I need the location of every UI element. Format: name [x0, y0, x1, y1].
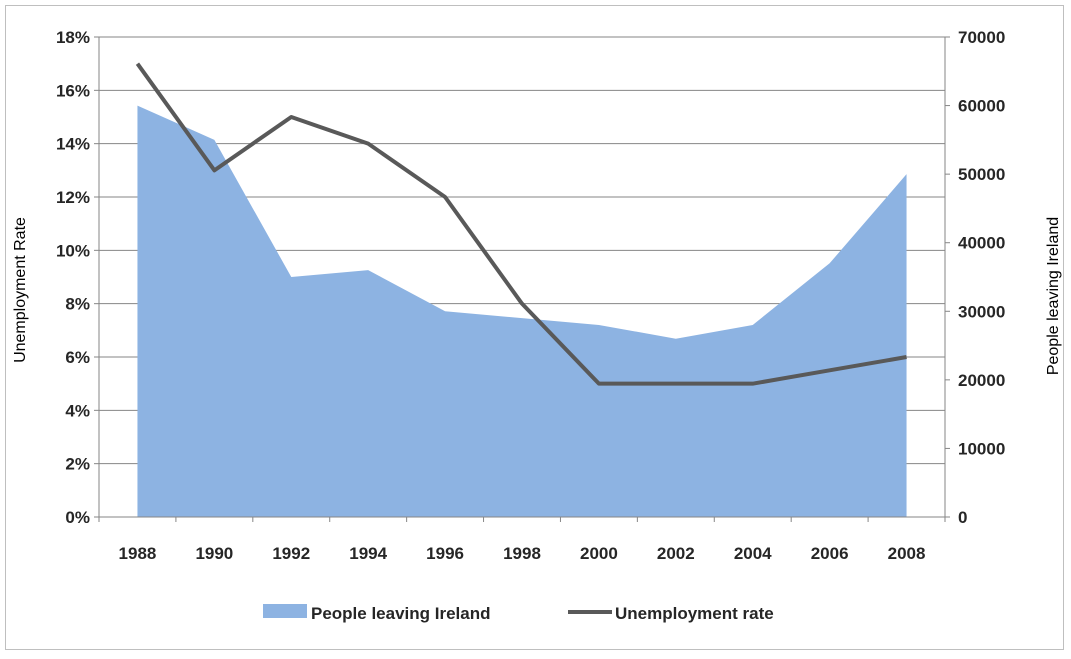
legend-label-people-leaving: People leaving Ireland: [311, 604, 491, 623]
x-tick-label: 2004: [734, 544, 772, 563]
y-right-axis-title: People leaving Ireland: [1045, 217, 1062, 375]
y-left-tick-label: 0%: [65, 508, 90, 527]
legend-label-unemployment: Unemployment rate: [615, 604, 774, 623]
x-tick-label: 1994: [349, 544, 387, 563]
x-tick-label: 2000: [580, 544, 618, 563]
y-left-tick-label: 14%: [56, 135, 90, 154]
x-tick-labels: 1988 1990 1992 1994 1996 1998 2000 2002 2004 2006…: [119, 544, 926, 563]
y-left-tick-labels: 0% 2% 4% 6% 8% 10% 12% 14% 16% 18%: [56, 28, 90, 527]
area-series: [137, 105, 907, 518]
y-right-tick-label: 30000: [958, 302, 1005, 321]
y-right-tick-label: 70000: [958, 28, 1005, 47]
y-left-tick-label: 2%: [65, 455, 90, 474]
y-right-tick-label: 10000: [958, 439, 1005, 458]
y-right-tick-labels: 0 10000 20000 30000 40000 50000 60000 70000: [958, 28, 1005, 527]
x-tick-label: 1992: [272, 544, 310, 563]
legend: People leaving Ireland Unemployment rate: [263, 604, 774, 623]
x-tick-label: 2008: [888, 544, 926, 563]
y-right-tick-label: 60000: [958, 97, 1005, 116]
y-left-tick-label: 18%: [56, 28, 90, 47]
legend-swatch-people-leaving: [263, 604, 307, 618]
y-left-tick-label: 16%: [56, 81, 90, 100]
y-right-tick-label: 50000: [958, 165, 1005, 184]
x-tick-label: 2006: [811, 544, 849, 563]
y-left-tick-label: 12%: [56, 188, 90, 207]
area-people-leaving-ireland: [137, 105, 907, 518]
y-left-tick-label: 4%: [65, 401, 90, 420]
x-tick-label: 1996: [426, 544, 464, 563]
y-left-tick-label: 10%: [56, 241, 90, 260]
y-left-tick-label: 6%: [65, 348, 90, 367]
line-unemployment-rate: [135, 62, 907, 386]
y-right-tick-label: 0: [958, 508, 967, 527]
y-right-tick-label: 20000: [958, 371, 1005, 390]
x-tick-label: 2002: [657, 544, 695, 563]
axes: [94, 36, 950, 522]
x-tick-label: 1990: [195, 544, 233, 563]
line-series: [135, 62, 907, 386]
y-left-tick-label: 8%: [65, 295, 90, 314]
y-left-axis-title: Unemployment Rate: [12, 217, 29, 363]
x-tick-label: 1988: [119, 544, 157, 563]
x-tick-label: 1998: [503, 544, 541, 563]
y-right-tick-label: 40000: [958, 234, 1005, 253]
